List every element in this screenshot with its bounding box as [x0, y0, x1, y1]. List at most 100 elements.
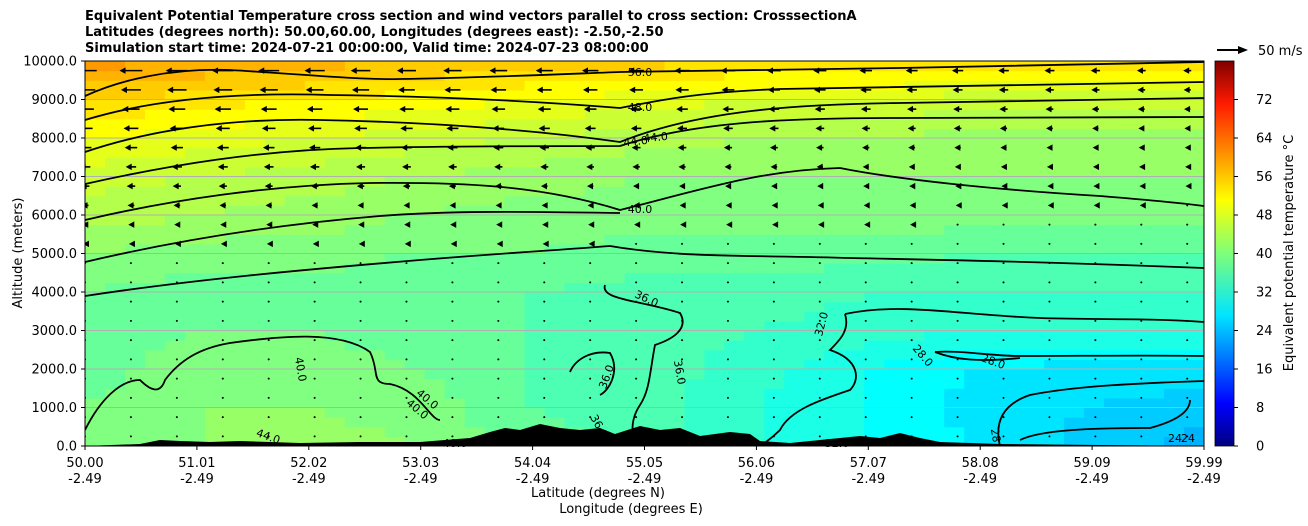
- wind-arrow: [313, 435, 316, 438]
- wind-arrow: [859, 67, 873, 74]
- wind-arrow: [221, 262, 224, 265]
- wind-arrow: [313, 339, 316, 342]
- wind-arrow: [1186, 319, 1189, 322]
- wind-arrow: [497, 339, 500, 342]
- wind-arrow: [907, 105, 917, 113]
- wind-arrow: [127, 202, 135, 209]
- wind-arrow: [217, 163, 228, 171]
- wind-arrow: [451, 339, 454, 342]
- wind-arrow: [490, 86, 507, 94]
- wind-arrow: [631, 144, 641, 151]
- wind-arrow: [120, 86, 141, 94]
- wind-arrow: [634, 221, 641, 228]
- wind-arrow: [444, 86, 461, 94]
- wind-arrow: [910, 262, 913, 265]
- wind-arrow: [956, 242, 959, 245]
- wind-arrow: [1094, 319, 1097, 322]
- wind-arrow: [726, 319, 729, 322]
- colorbar-tick-label: 48: [1256, 209, 1273, 224]
- wind-arrow: [1094, 435, 1097, 438]
- wind-arrow: [169, 125, 185, 132]
- wind-arrow: [818, 339, 821, 342]
- wind-arrow: [864, 339, 867, 342]
- wind-arrow: [491, 105, 506, 113]
- wind-key-label: 50 m/s: [1258, 44, 1303, 59]
- wind-arrow: [304, 67, 325, 74]
- wind-arrow: [956, 396, 959, 399]
- wind-arrow: [543, 358, 546, 361]
- wind-arrow: [1094, 339, 1097, 342]
- wind-arrow: [1092, 144, 1099, 151]
- wind-arrow: [678, 163, 686, 171]
- wind-arrow: [85, 202, 89, 209]
- wind-arrow: [817, 202, 824, 209]
- wind-arrow: [817, 182, 824, 190]
- wind-arrow: [543, 319, 546, 322]
- colorbar: 0 8 16 24 32 40 48 56 64 72 Equivalent potential …: [1214, 60, 1297, 455]
- contour-label: 40.0: [628, 203, 653, 216]
- wind-arrow: [952, 86, 963, 94]
- wind-arrow: [313, 396, 316, 399]
- wind-arrow: [266, 240, 273, 248]
- wind-arrow: [402, 163, 411, 171]
- wind-arrow: [262, 144, 275, 151]
- x-tick-label-lon: -2.49: [740, 472, 774, 487]
- wind-arrow: [401, 144, 412, 151]
- wind-arrow: [119, 67, 143, 74]
- wind-arrow: [214, 105, 231, 113]
- wind-arrow: [1184, 144, 1191, 151]
- wind-arrow: [1046, 144, 1053, 151]
- wind-arrow: [360, 455, 362, 457]
- wind-arrow: [129, 262, 132, 265]
- wind-arrow: [862, 163, 869, 171]
- wind-arrow: [1002, 339, 1005, 342]
- wind-arrow: [772, 319, 775, 322]
- wind-arrow: [1184, 125, 1191, 132]
- wind-arrow: [537, 105, 551, 113]
- wind-arrow: [359, 281, 362, 284]
- wind-arrow: [126, 182, 136, 190]
- wind-arrow: [726, 377, 729, 380]
- wind-arrow: [723, 144, 733, 151]
- wind-arrow: [354, 125, 367, 132]
- wind-arrow: [630, 105, 643, 113]
- wind-arrow: [1002, 242, 1005, 245]
- wind-arrow: [221, 281, 224, 284]
- wind-arrow: [956, 435, 959, 438]
- wind-arrow: [358, 240, 365, 248]
- wind-arrow: [955, 202, 962, 209]
- wind-arrow: [681, 396, 684, 399]
- wind-arrow: [726, 221, 733, 228]
- wind-arrow: [772, 396, 775, 399]
- wind-arrow: [1002, 281, 1005, 284]
- wind-arrow: [818, 221, 825, 228]
- wind-arrow: [1000, 163, 1007, 171]
- contour-label: 44.0: [643, 130, 669, 145]
- wind-arrow: [542, 221, 549, 228]
- wind-arrow: [1186, 377, 1189, 380]
- wind-arrow: [130, 455, 132, 457]
- wind-arrow: [129, 377, 132, 380]
- y-tick-label: 9000.0: [32, 93, 78, 108]
- wind-arrow: [1048, 319, 1051, 322]
- wind-arrow: [1002, 377, 1005, 380]
- wind-arrow: [629, 86, 644, 94]
- x-tick-label-lat: 50.00: [66, 456, 103, 471]
- wind-arrow: [305, 86, 324, 94]
- wind-arrow: [263, 163, 274, 171]
- wind-arrow: [956, 416, 959, 419]
- wind-arrow: [1045, 86, 1054, 94]
- wind-arrow: [405, 435, 408, 438]
- wind-arrow: [766, 67, 781, 74]
- wind-arrow: [402, 182, 411, 190]
- wind-arrow: [957, 455, 959, 457]
- wind-arrow: [910, 396, 913, 399]
- colorbar-tick-label: 64: [1256, 132, 1273, 147]
- y-tick-label: 6000.0: [32, 209, 78, 224]
- wind-arrow: [633, 202, 640, 209]
- wind-arrow: [1140, 455, 1142, 457]
- wind-arrow: [85, 127, 93, 130]
- wind-arrow: [445, 105, 460, 113]
- wind-arrow: [910, 339, 913, 342]
